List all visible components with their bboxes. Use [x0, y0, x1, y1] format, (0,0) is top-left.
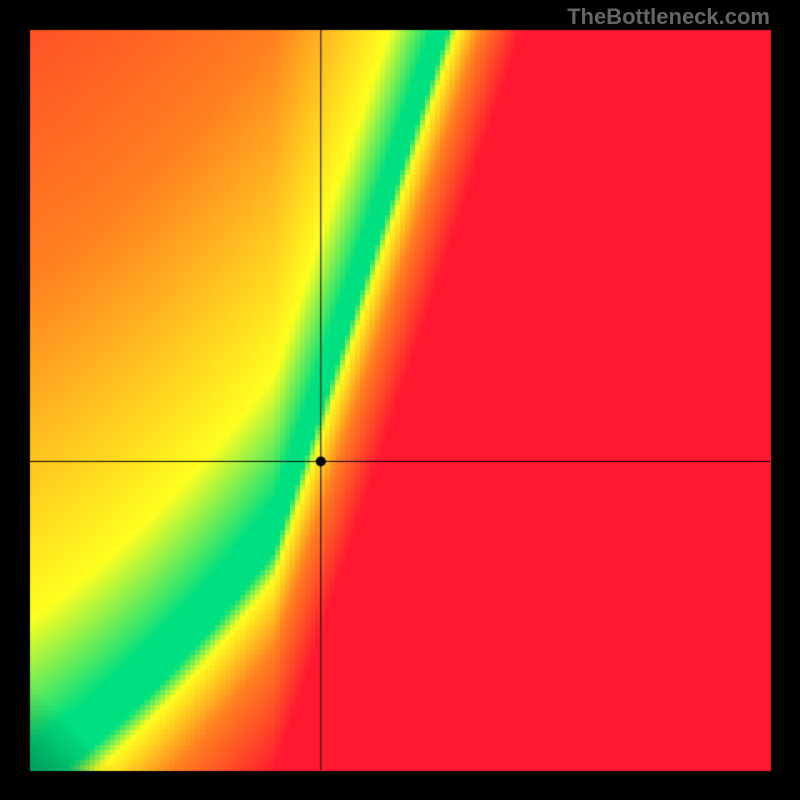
bottleneck-heatmap: [0, 0, 800, 800]
watermark-text: TheBottleneck.com: [567, 4, 770, 30]
